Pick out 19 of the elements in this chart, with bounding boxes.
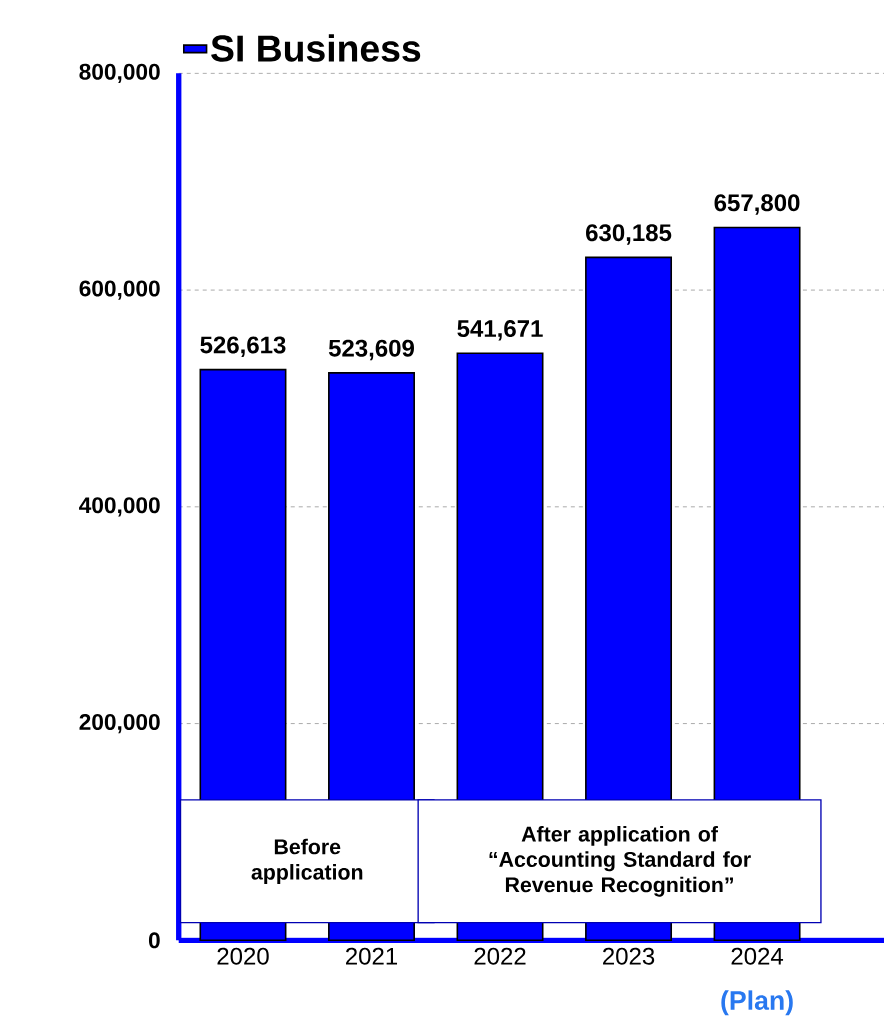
- y-tick-label: 0: [148, 932, 160, 949]
- data-label: 526,613: [200, 336, 286, 357]
- data-label: 523,609: [328, 339, 414, 361]
- y-tick-label: 200,000: [79, 713, 160, 734]
- x-tick-label: 2022: [474, 947, 526, 965]
- x-tick-label: 2021: [345, 947, 397, 965]
- data-label: 657,800: [714, 194, 800, 215]
- text: (Plan): [721, 990, 793, 1016]
- y-tick-label: 400,000: [78, 497, 160, 517]
- x-tick-label: 2020: [217, 947, 269, 965]
- x-tick-label: 2023: [602, 947, 655, 965]
- y-tick-label: 600,000: [79, 280, 160, 300]
- data-label: 630,185: [585, 224, 672, 245]
- x-tick-label: 2024: [731, 947, 783, 965]
- legend-label: SI Business: [210, 34, 421, 62]
- annotation: Before application: [251, 838, 363, 884]
- y-tick-label: 800,000: [79, 63, 160, 84]
- data-label: 541,671: [457, 320, 543, 341]
- annotation: After application of “Accounting Standard for Revenue Recognition”: [489, 825, 751, 897]
